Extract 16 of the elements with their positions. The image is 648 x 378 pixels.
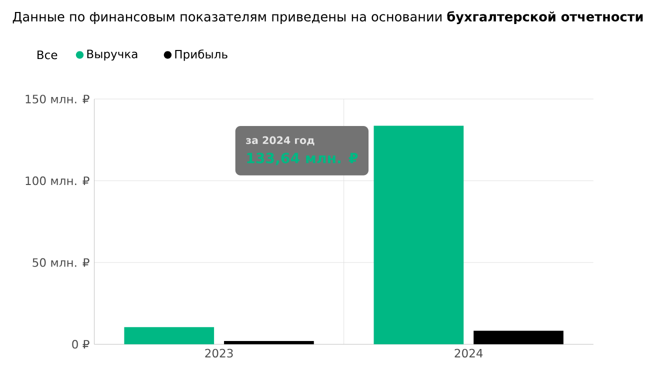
- x-tick-label: 2023: [205, 348, 233, 358]
- x-tick-label: 2024: [454, 348, 483, 358]
- bar: [374, 126, 464, 344]
- y-tick-label: 50 млн. ₽: [32, 258, 90, 267]
- annotation: 133,64 млн. ₽: [247, 152, 358, 166]
- bar: [224, 341, 314, 344]
- text: Все: [38, 50, 58, 60]
- legend-label: Прибыль: [175, 49, 228, 61]
- chart-title: Данные по финансовым показателям приведены на основании бухгалтерской отчетности: [12, 11, 643, 24]
- bar: [124, 327, 214, 344]
- legend-label: Выручка: [87, 50, 138, 61]
- y-tick-label: 150 млн. ₽: [26, 94, 90, 104]
- annotation: за 2024 год: [246, 136, 314, 146]
- bar: [474, 330, 564, 344]
- y-tick-label: 100 млн. ₽: [26, 176, 90, 186]
- y-tick-label: 0 ₽: [72, 340, 90, 349]
